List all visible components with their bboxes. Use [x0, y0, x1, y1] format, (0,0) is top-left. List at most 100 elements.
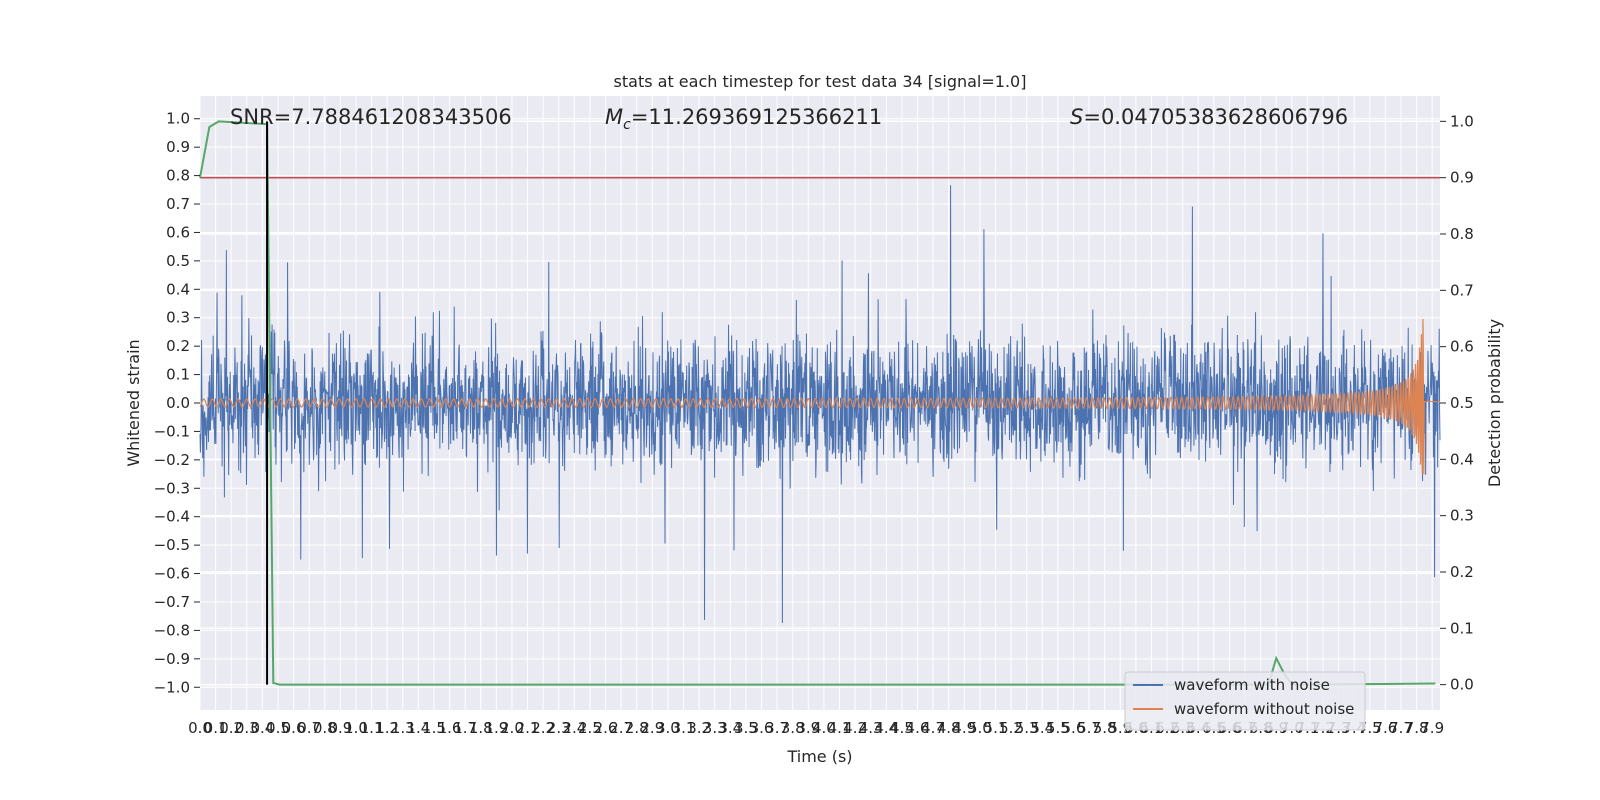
x-tick-label: 1.3 — [391, 719, 415, 737]
x-tick-label: 0.1 — [204, 719, 228, 737]
x-tick-label: 5.4 — [1030, 719, 1054, 737]
snr-annotation: SNR=7.788461208343506 — [230, 105, 512, 129]
y-tick-label: 1.0 — [166, 110, 190, 128]
x-tick-label: 1.9 — [484, 719, 508, 737]
y-tick-label: 0.5 — [166, 252, 190, 270]
x-tick-label: 3.8 — [781, 719, 805, 737]
x-tick-label: 2.3 — [547, 719, 571, 737]
x-tick-label: 4.6 — [906, 719, 930, 737]
s-symbol: S — [1070, 105, 1083, 129]
y-tick-label: 0.4 — [166, 280, 190, 298]
x-tick-label: 1.2 — [375, 719, 399, 737]
legend-frame — [1124, 671, 1366, 731]
x-tick-label: 0.9 — [328, 719, 352, 737]
y-tick-label: 0.6 — [166, 223, 190, 241]
y2-tick-label: 0.7 — [1450, 281, 1474, 299]
x-tick-label: 5.3 — [1015, 719, 1039, 737]
x-tick-label: 2.8 — [625, 719, 649, 737]
x-tick-label: 5.7 — [1077, 719, 1101, 737]
y2-axis-label: Detection probability — [1485, 319, 1504, 487]
mc-subscript: c — [623, 117, 631, 133]
legend-entry-noise: waveform with noise — [1174, 676, 1330, 694]
x-tick-label: 0.0 — [188, 719, 212, 737]
x-tick-label: 3.0 — [656, 719, 680, 737]
x-tick-label: 7.7 — [1389, 719, 1413, 737]
x-tick-label: 5.6 — [1062, 719, 1086, 737]
y2-tick-label: 0.0 — [1450, 676, 1474, 694]
x-tick-label: 2.6 — [594, 719, 618, 737]
x-tick-label: 5.5 — [1046, 719, 1070, 737]
series-layer — [199, 120, 1441, 686]
y2-tick-label: 0.6 — [1450, 338, 1474, 356]
y-tick-label: −0.3 — [154, 479, 190, 497]
y-tick-label: −0.8 — [154, 621, 190, 639]
x-tick-label: 0.8 — [313, 719, 337, 737]
y-tick-label: −0.2 — [154, 451, 190, 469]
legend: waveform with noise waveform without noi… — [1124, 671, 1366, 731]
x-tick-label: 0.3 — [235, 719, 259, 737]
x-tick-label: 4.9 — [952, 719, 976, 737]
s-annotation: S=0.04705383628606796 — [1070, 105, 1348, 129]
y2-tick-label: 0.4 — [1450, 450, 1474, 468]
y-tick-label: −0.1 — [154, 422, 190, 440]
x-tick-label: 4.7 — [921, 719, 945, 737]
y-tick-label: 0.0 — [166, 394, 190, 412]
x-tick-label: 1.8 — [469, 719, 493, 737]
y-tick-label: 0.3 — [166, 309, 190, 327]
x-tick-label: 1.6 — [438, 719, 462, 737]
s-value: =0.04705383628606796 — [1083, 105, 1348, 129]
x-tick-label: 3.1 — [672, 719, 696, 737]
x-tick-label: 4.3 — [859, 719, 883, 737]
legend-entry-clean: waveform without noise — [1174, 700, 1354, 718]
y-tick-label: 0.9 — [166, 138, 190, 156]
y2-tick-label: 0.1 — [1450, 619, 1474, 637]
x-tick-label: 0.5 — [266, 719, 290, 737]
x-tick-label: 3.5 — [734, 719, 758, 737]
x-tick-label: 4.0 — [812, 719, 836, 737]
x-tick-label: 4.5 — [890, 719, 914, 737]
x-tick-label: 5.0 — [968, 719, 992, 737]
y2-tick-label: 0.9 — [1450, 169, 1474, 187]
y-tick-label: −0.9 — [154, 650, 190, 668]
x-tick-label: 4.4 — [874, 719, 898, 737]
y-tick-label: −0.4 — [154, 508, 190, 526]
x-tick-label: 2.9 — [640, 719, 664, 737]
x-tick-label: 3.9 — [796, 719, 820, 737]
x-tick-label: 3.3 — [703, 719, 727, 737]
x-tick-label: 7.9 — [1420, 719, 1444, 737]
x-tick-label: 3.6 — [750, 719, 774, 737]
x-tick-label: 2.2 — [531, 719, 555, 737]
x-tick-label: 7.6 — [1373, 719, 1397, 737]
x-tick-label: 5.8 — [1093, 719, 1117, 737]
x-tick-label: 3.4 — [718, 719, 742, 737]
mc-value: =11.269369125366211 — [631, 105, 882, 129]
y2-tick-label: 0.2 — [1450, 563, 1474, 581]
y-tick-label: 0.7 — [166, 195, 190, 213]
x-tick-label: 4.8 — [937, 719, 961, 737]
chart-title: stats at each timestep for test data 34 … — [614, 72, 1027, 91]
x-tick-label: 5.1 — [984, 719, 1008, 737]
x-tick-label: 1.4 — [406, 719, 430, 737]
x-tick-label: 5.2 — [999, 719, 1023, 737]
x-tick-label: 4.2 — [843, 719, 867, 737]
y-tick-label: −1.0 — [154, 678, 190, 696]
x-tick-label: 2.7 — [609, 719, 633, 737]
x-tick-label: 4.1 — [828, 719, 852, 737]
y-tick-label: −0.6 — [154, 565, 190, 583]
y-tick-label: 0.1 — [166, 366, 190, 384]
x-tick-label: 2.4 — [562, 719, 586, 737]
x-tick-label: 1.7 — [453, 719, 477, 737]
x-tick-label: 3.2 — [687, 719, 711, 737]
x-tick-label: 3.7 — [765, 719, 789, 737]
y2-tick-label: 1.0 — [1450, 112, 1474, 130]
mc-symbol: M — [605, 105, 623, 129]
x-tick-label: 2.0 — [500, 719, 524, 737]
x-tick-label: 2.1 — [516, 719, 540, 737]
y2-tick-label: 0.3 — [1450, 507, 1474, 525]
x-tick-label: 1.0 — [344, 719, 368, 737]
tick-labels: 0.00.10.20.30.40.50.60.70.80.91.01.11.21… — [154, 110, 1474, 737]
y2-tick-label: 0.5 — [1450, 394, 1474, 412]
x-tick-label: 0.2 — [219, 719, 243, 737]
y-tick-label: 0.2 — [166, 337, 190, 355]
